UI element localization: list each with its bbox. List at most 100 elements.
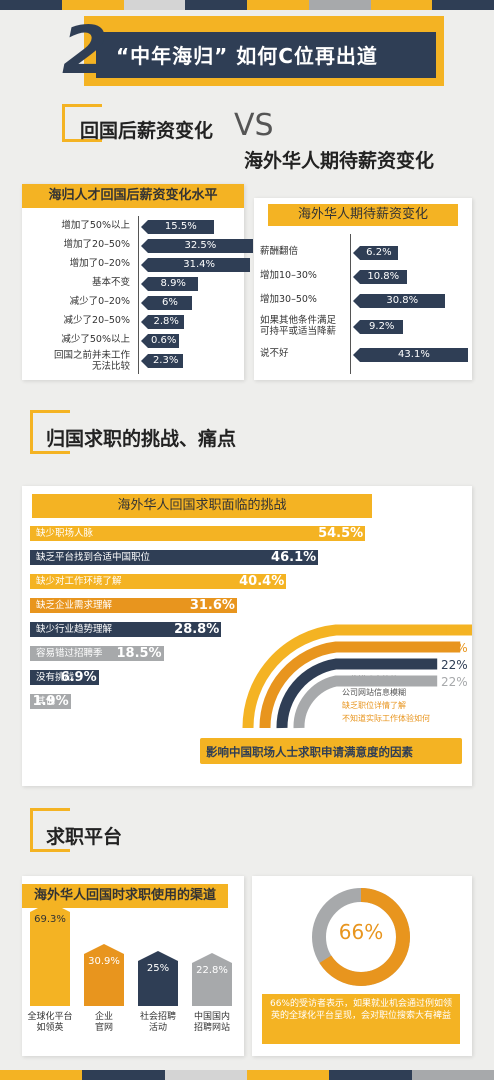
challenge-value: 31.6% [189, 598, 235, 613]
satisfaction-value: 27% [441, 641, 468, 655]
channel-column-body: 30.9% [84, 954, 124, 1006]
challenge-bar: 缺少职场人脉 [30, 526, 366, 541]
challenge-bar: 容易错过招聘季 [30, 646, 164, 661]
channel-label: 社会招聘 活动 [139, 1012, 176, 1033]
banner-number: 2 [62, 12, 108, 89]
challenge-value: 18.5% [116, 646, 162, 661]
channel-column-body: 25% [138, 960, 178, 1006]
satisfaction-title-bg [200, 738, 462, 764]
challenge-value: 6.9% [60, 670, 97, 685]
satisfaction-arcs: 41%职位描述太笼统27%公司网站信息模糊22%缺乏职位详情了解22%不知道实际… [242, 624, 472, 729]
section3-frame [30, 808, 70, 852]
bottom-stripes [0, 1070, 494, 1080]
salary-expect-label: 薪酬翻倍 [260, 246, 299, 257]
challenge-value: 46.1% [271, 550, 317, 565]
salary-change-label: 减少了50%以上 [61, 334, 130, 345]
salary-expect-value-tag: 9.2% [352, 320, 404, 334]
challenges-card: 海外华人回国求职面临的挑战 缺少职场人脉 54.5% 缺乏平台找到合适中国职位 46.… [22, 486, 472, 786]
channel-column: 22.8% [192, 952, 232, 1006]
satisfaction-arc [259, 641, 461, 729]
salary-change-label: 回国之前并未工作 无法比较 [53, 350, 130, 372]
salary-expect-value-tag: 43.1% [353, 348, 468, 362]
salary-expect-label: 增加30–50% [260, 294, 317, 305]
channel-column: 69.3% [30, 901, 70, 1006]
channel-column-cap [138, 950, 178, 961]
challenge-bar: 缺少行业趋势理解 [30, 622, 222, 637]
channel-column: 25% [138, 950, 178, 1006]
salary-expect-value-tag: 10.8% [353, 270, 407, 284]
salary-change-axis [138, 216, 139, 374]
banner [96, 32, 436, 78]
satisfaction-arc [293, 675, 438, 729]
salary-change-value-tag: 8.9% [140, 277, 199, 291]
donut-value: 66% [338, 920, 384, 944]
satisfaction-title: 影响中国职场人士求职申请满意度的因素 [206, 745, 413, 759]
channel-column-body: 22.8% [192, 962, 232, 1006]
salary-change-label: 增加了20–50% [63, 239, 130, 250]
salary-expect-label: 如果其他条件满足 可持平或适当降薪 [260, 315, 337, 337]
donut-chart [312, 888, 410, 986]
section2-title: 归国求职的挑战、痛点 [46, 428, 237, 450]
salary-change-label: 基本不变 [91, 277, 130, 288]
challenge-bar: 缺乏企业需求理解 [30, 598, 237, 613]
channel-label: 全球化平台 如领英 [27, 1012, 73, 1033]
salary-expect-value-tag: 6.2% [353, 246, 398, 260]
salary-change-label: 增加了50%以上 [61, 220, 130, 231]
channel-value: 30.9% [88, 956, 120, 967]
channels-card: 海外华人回国时求职使用的渠道 69.3% 全球化平台 如领英 30.9% 企业 官网 2… [22, 876, 244, 1056]
salary-change-value-tag: 31.4% [140, 258, 251, 272]
channel-column-cap [192, 952, 232, 963]
satisfaction-label: 缺乏职位详情了解 [342, 700, 406, 710]
salary-change-value-tag: 0.6% [140, 334, 180, 348]
salary-expect-title: 海外华人期待薪资变化 [268, 204, 458, 226]
challenge-value: 1.9% [32, 694, 69, 709]
channel-value: 69.3% [34, 913, 66, 925]
channel-label: 企业 官网 [94, 1012, 113, 1033]
top-stripes [0, 0, 494, 10]
challenge-value: 54.5% [318, 526, 364, 541]
satisfaction-value: 22% [441, 675, 468, 689]
salary-change-value-tag: 15.5% [141, 220, 214, 234]
challenge-bar: 没有挑战 [30, 670, 99, 685]
banner-title: “中年海归” 如何C位再出道 [116, 44, 378, 68]
challenge-value: 40.4% [239, 574, 285, 589]
challenge-bar: 其他 [30, 694, 71, 709]
satisfaction-value: 41% [441, 624, 468, 638]
challenge-bar: 缺乏平台找到合适中国职位 [30, 550, 319, 565]
salary-change-label: 减少了20–50% [63, 315, 130, 326]
section1-left-title: 回国后薪资变化 [80, 120, 214, 142]
channel-column-body: 69.3% [30, 911, 70, 1006]
salary-change-card: 海归人才回国后薪资变化水平 增加了50%以上 15.5% 增加了20–50% 32.5… [22, 184, 253, 380]
channel-column-cap [30, 901, 70, 912]
section2-frame [30, 410, 70, 454]
section1-right-title: 海外华人期待薪资变化 [244, 150, 435, 172]
channel-value: 25% [146, 962, 170, 974]
satisfaction-label: 公司网站信息模糊 [342, 687, 406, 697]
satisfaction-arc [242, 624, 472, 729]
challenge-value: 28.8% [174, 622, 220, 637]
salary-expect-label: 增加10–30% [260, 270, 317, 281]
salary-change-value-tag: 32.5% [141, 239, 253, 253]
salary-expect-card: 海外华人期待薪资变化 薪酬翻倍 6.2% 增加10–30% 10.8% 增加30–50%… [254, 198, 472, 380]
donut-card: 66% 66%的受访者表示，如果就业机会通过例如领英的全球化平台呈现，会对职位搜… [252, 876, 472, 1056]
salary-change-value-tag: 6% [141, 296, 192, 310]
satisfaction-label: 不知道实际工作体验如何 [342, 713, 430, 723]
satisfaction-value: 22% [441, 658, 468, 672]
satisfaction-arc [276, 658, 438, 729]
channel-column-cap [84, 944, 124, 954]
challenges-title: 海外华人回国求职面临的挑战 [32, 494, 372, 518]
channels-title: 海外华人回国时求职使用的渠道 [22, 884, 228, 908]
vs-label: VS [234, 108, 274, 143]
donut-caption: 66%的受访者表示，如果就业机会通过例如领英的全球化平台呈现，会对职位搜索大有裨… [262, 994, 460, 1044]
salary-change-label: 增加了0–20% [69, 258, 130, 269]
channel-value: 22.8% [196, 964, 228, 976]
channel-label: 中国国内 招聘网站 [193, 1012, 230, 1033]
salary-change-value-tag: 2.3% [140, 354, 184, 368]
challenge-bar: 缺少对工作环境了解 [30, 574, 287, 589]
section1-frame [62, 104, 102, 142]
salary-expect-axis [350, 234, 351, 374]
section3-title: 求职平台 [46, 826, 123, 848]
channel-column: 30.9% [84, 944, 124, 1006]
donut-slice [312, 888, 410, 986]
salary-expect-label: 说不好 [260, 348, 289, 359]
